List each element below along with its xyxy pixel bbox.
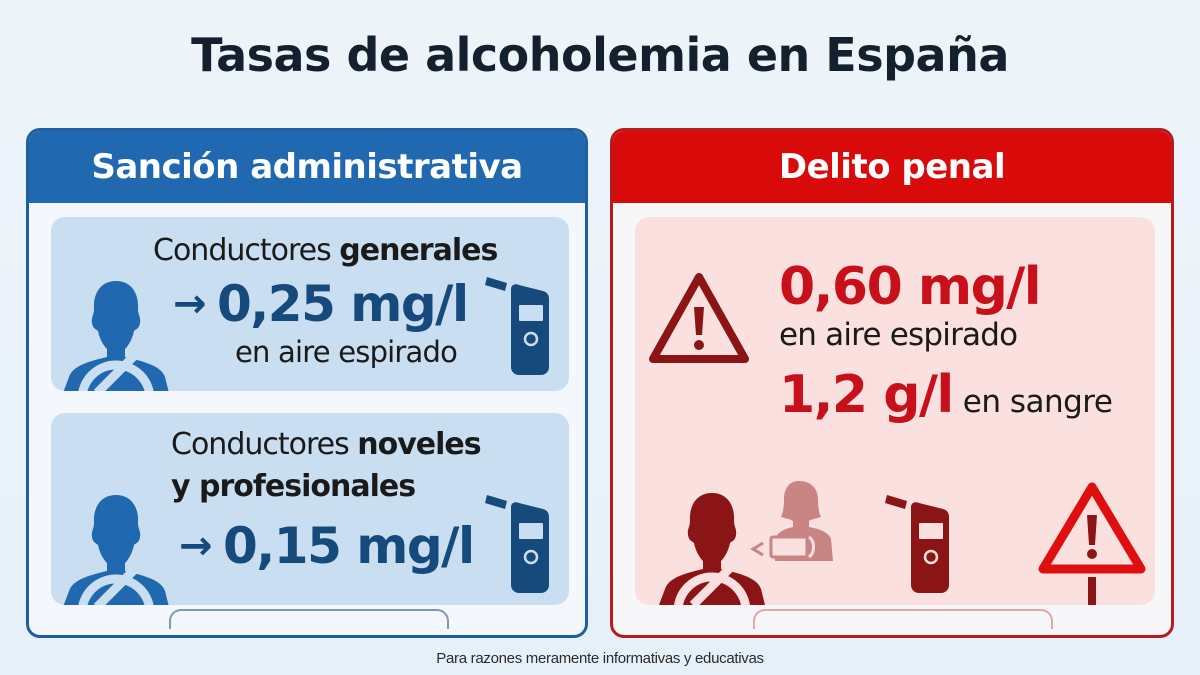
- criminal-limits-card: 0,60 mg/l en aire espirado 1,2 g/l en sa…: [635, 217, 1155, 605]
- disclaimer-footnote: Para razones meramente informativas y ed…: [436, 650, 764, 667]
- breathalyzer-icon: [485, 495, 549, 593]
- panel-header-administrative: Sanción administrativa: [29, 131, 585, 203]
- breathalyzer-icon: [485, 277, 549, 375]
- page-title: Tasas de alcoholemia en España: [191, 28, 1009, 82]
- driver-seatbelt-icon: [659, 493, 765, 605]
- card-label: Conductores noveles: [171, 427, 482, 462]
- novice-professional-drivers-card: Conductores noveles y profesionales → 0,…: [51, 413, 569, 605]
- criminal-offense-panel: Delito penal 0,60 mg/l en aire espirado …: [610, 128, 1174, 638]
- panel-footer-tab: [169, 609, 449, 629]
- limit-unit-description: en aire espirado: [235, 335, 458, 369]
- card-label: Conductores generales: [153, 233, 498, 268]
- blood-limit-value: 1,2 g/l en sangre: [779, 365, 1113, 425]
- blood-limit-description: en sangre: [962, 384, 1113, 420]
- driver-seatbelt-icon: [63, 281, 169, 391]
- air-limit-value: 0,60 mg/l: [779, 257, 1042, 317]
- card-label-line-2: y profesionales: [171, 469, 416, 504]
- warning-sign-icon: [1038, 482, 1146, 605]
- driver-seatbelt-icon: [63, 495, 169, 605]
- administrative-sanction-panel: Sanción administrativa Conductores gener…: [26, 128, 588, 638]
- arrow-right-icon: →: [179, 523, 213, 569]
- arrow-right-icon: →: [173, 281, 207, 327]
- limit-value: → 0,25 mg/l: [173, 275, 469, 333]
- panel-footer-tab: [753, 609, 1053, 629]
- warning-triangle-icon: [649, 273, 749, 363]
- air-limit-description: en aire espirado: [779, 317, 1018, 353]
- injured-person-icon: [750, 481, 833, 561]
- breathalyzer-icon: [885, 495, 949, 593]
- general-drivers-card: Conductores generales → 0,25 mg/l en air…: [51, 217, 569, 391]
- panel-header-criminal: Delito penal: [613, 131, 1171, 203]
- limit-value: → 0,15 mg/l: [179, 517, 475, 575]
